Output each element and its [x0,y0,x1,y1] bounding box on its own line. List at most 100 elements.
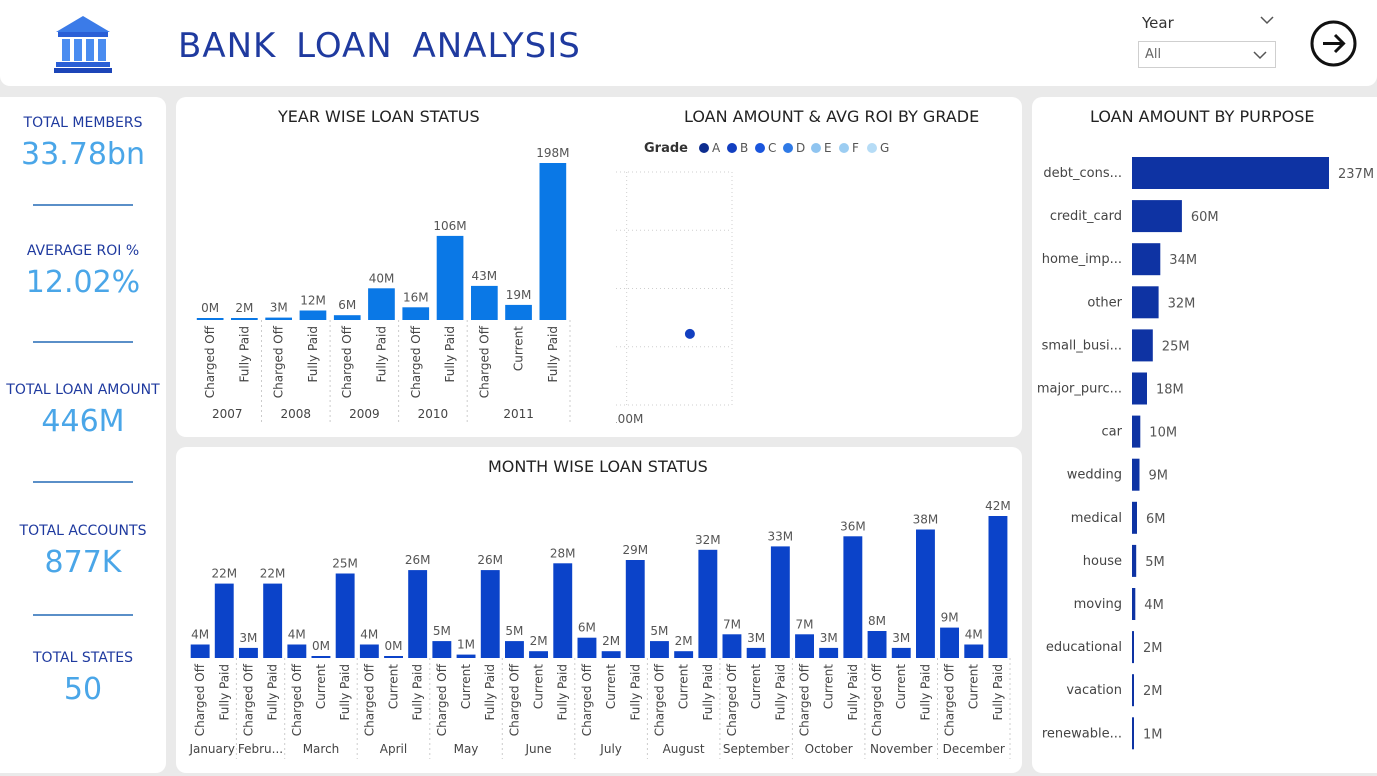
category-label: debt_cons... [1043,166,1122,181]
bar-2009-charged-off[interactable] [333,315,361,320]
bar-october-fully-paid[interactable] [843,536,863,658]
bar-april-fully-paid[interactable] [408,570,428,658]
bar-november-current[interactable] [891,647,911,658]
group-label: May [454,742,479,756]
bar-april-charged-off[interactable] [359,644,379,659]
bar-july-current[interactable] [601,651,621,658]
chart-title-month-status: MONTH WISE LOAN STATUS [488,457,708,476]
category-label: Fully Paid [556,664,570,720]
bar-2010-charged-off[interactable] [402,307,430,320]
category-label: home_imp... [1042,252,1122,267]
category-label: Fully Paid [266,664,280,720]
bar-september-fully-paid[interactable] [770,546,790,658]
data-label: 4M [1144,598,1164,613]
data-label: 9M [941,611,959,625]
bar-may-fully-paid[interactable] [480,570,500,658]
category-label: Charged Off [362,663,376,736]
bar-credit-card[interactable] [1132,200,1182,233]
bar-2011-charged-off[interactable] [471,285,498,320]
bar-2010-fully-paid[interactable] [436,235,464,320]
data-label: 26M [405,553,431,567]
bar-july-fully-paid[interactable] [625,560,645,658]
category-label: Fully Paid [991,664,1005,720]
bar-november-fully-paid[interactable] [916,529,935,659]
year-status-chart[interactable]: 0M Charged Off 2M Fully Paid 2007 3M Charged O… [176,97,596,427]
bar-educational[interactable] [1132,631,1134,664]
category-label: Fully Paid [411,664,425,720]
bar-march-charged-off[interactable] [287,644,307,659]
group-label: 2008 [281,407,312,421]
category-label: Fully Paid [483,664,497,720]
bar-may-charged-off[interactable] [432,641,452,658]
bar-october-charged-off[interactable] [795,634,814,658]
category-label: Current [532,664,546,709]
bar-house[interactable] [1132,544,1137,577]
data-label: 60M [1191,210,1219,225]
category-label: Charged Off [272,325,286,398]
bar-august-charged-off[interactable] [650,641,669,658]
month-status-chart[interactable]: 4M Charged Off 22M Fully Paid January 3M Charg… [176,447,1022,773]
purpose-bar-chart[interactable]: debt_cons... 237M credit_card 60M home_imp..… [1032,97,1377,773]
legend-label: B [740,141,748,155]
bar-home-imp[interactable] [1132,243,1161,276]
bar-september-current[interactable] [746,647,766,658]
legend-label: A [712,141,721,155]
bar-august-fully-paid[interactable] [698,549,718,658]
arrow-right-icon[interactable] [1310,20,1357,67]
bar-2007-fully-paid[interactable] [231,318,258,320]
grade-roi-scatter-chart[interactable]: GradeABCDEFG25%20%15%10%5%0M100M [616,97,1016,427]
bar-march-current[interactable] [311,656,331,658]
bar-july-charged-off[interactable] [577,637,597,658]
data-label: 43M [471,269,497,283]
bar-2011-fully-paid[interactable] [539,163,567,320]
bar-may-current[interactable] [456,654,476,658]
bar-june-fully-paid[interactable] [553,563,573,658]
bar-august-current[interactable] [674,651,694,658]
year-slicer-dropdown[interactable]: All [1138,41,1276,68]
bar-other[interactable] [1132,286,1159,319]
bar-renewable[interactable] [1132,717,1134,750]
bar-november-charged-off[interactable] [867,631,887,658]
bar-major-purc[interactable] [1132,372,1147,405]
bar-october-current[interactable] [819,647,839,658]
bar-march-fully-paid[interactable] [335,573,355,659]
bar-2011-current[interactable] [505,304,532,320]
bar-june-current[interactable] [529,651,548,658]
data-label: 198M [536,146,569,160]
kpi-value: 877K [44,545,122,580]
data-label: 38M [913,513,939,527]
bar-september-charged-off[interactable] [722,634,742,658]
bar-febru-charged-off[interactable] [239,647,258,658]
bar-june-charged-off[interactable] [505,641,524,658]
chart-title-year-status: YEAR WISE LOAN STATUS [278,107,480,126]
bar-vacation[interactable] [1132,674,1134,707]
bar-2008-fully-paid[interactable] [299,310,327,321]
chevron-down-icon [1253,51,1267,60]
bar-january-fully-paid[interactable] [214,583,234,658]
bar-december-fully-paid[interactable] [988,516,1008,658]
group-label: November [870,742,932,756]
bar-2009-fully-paid[interactable] [368,288,395,320]
bar-2007-charged-off[interactable] [196,318,224,320]
group-label: August [663,742,705,756]
bar-december-charged-off[interactable] [940,627,959,658]
kpi-label: TOTAL STATES [33,650,133,666]
chevron-down-icon[interactable] [1260,14,1274,26]
bar-december-current[interactable] [964,644,984,659]
bar-car[interactable] [1132,415,1141,448]
point-grade-b[interactable] [684,328,695,339]
bar-wedding[interactable] [1132,458,1140,491]
bar-small-busi[interactable] [1132,329,1153,362]
bar-april-current[interactable] [384,656,403,658]
bar-febru-fully-paid[interactable] [263,583,283,658]
bar-january-charged-off[interactable] [190,644,210,659]
bar-2008-charged-off[interactable] [265,317,292,320]
category-label: Charged Off [241,663,255,736]
bar-debt-cons[interactable] [1132,157,1329,189]
bar-moving[interactable] [1132,588,1136,620]
group-label: 2007 [212,407,243,421]
bar-medical[interactable] [1132,501,1137,534]
group-label: June [525,742,552,756]
legend-title: Grade [644,141,688,156]
year-grade-panel: YEAR WISE LOAN STATUS LOAN AMOUNT & AVG … [176,97,1022,437]
